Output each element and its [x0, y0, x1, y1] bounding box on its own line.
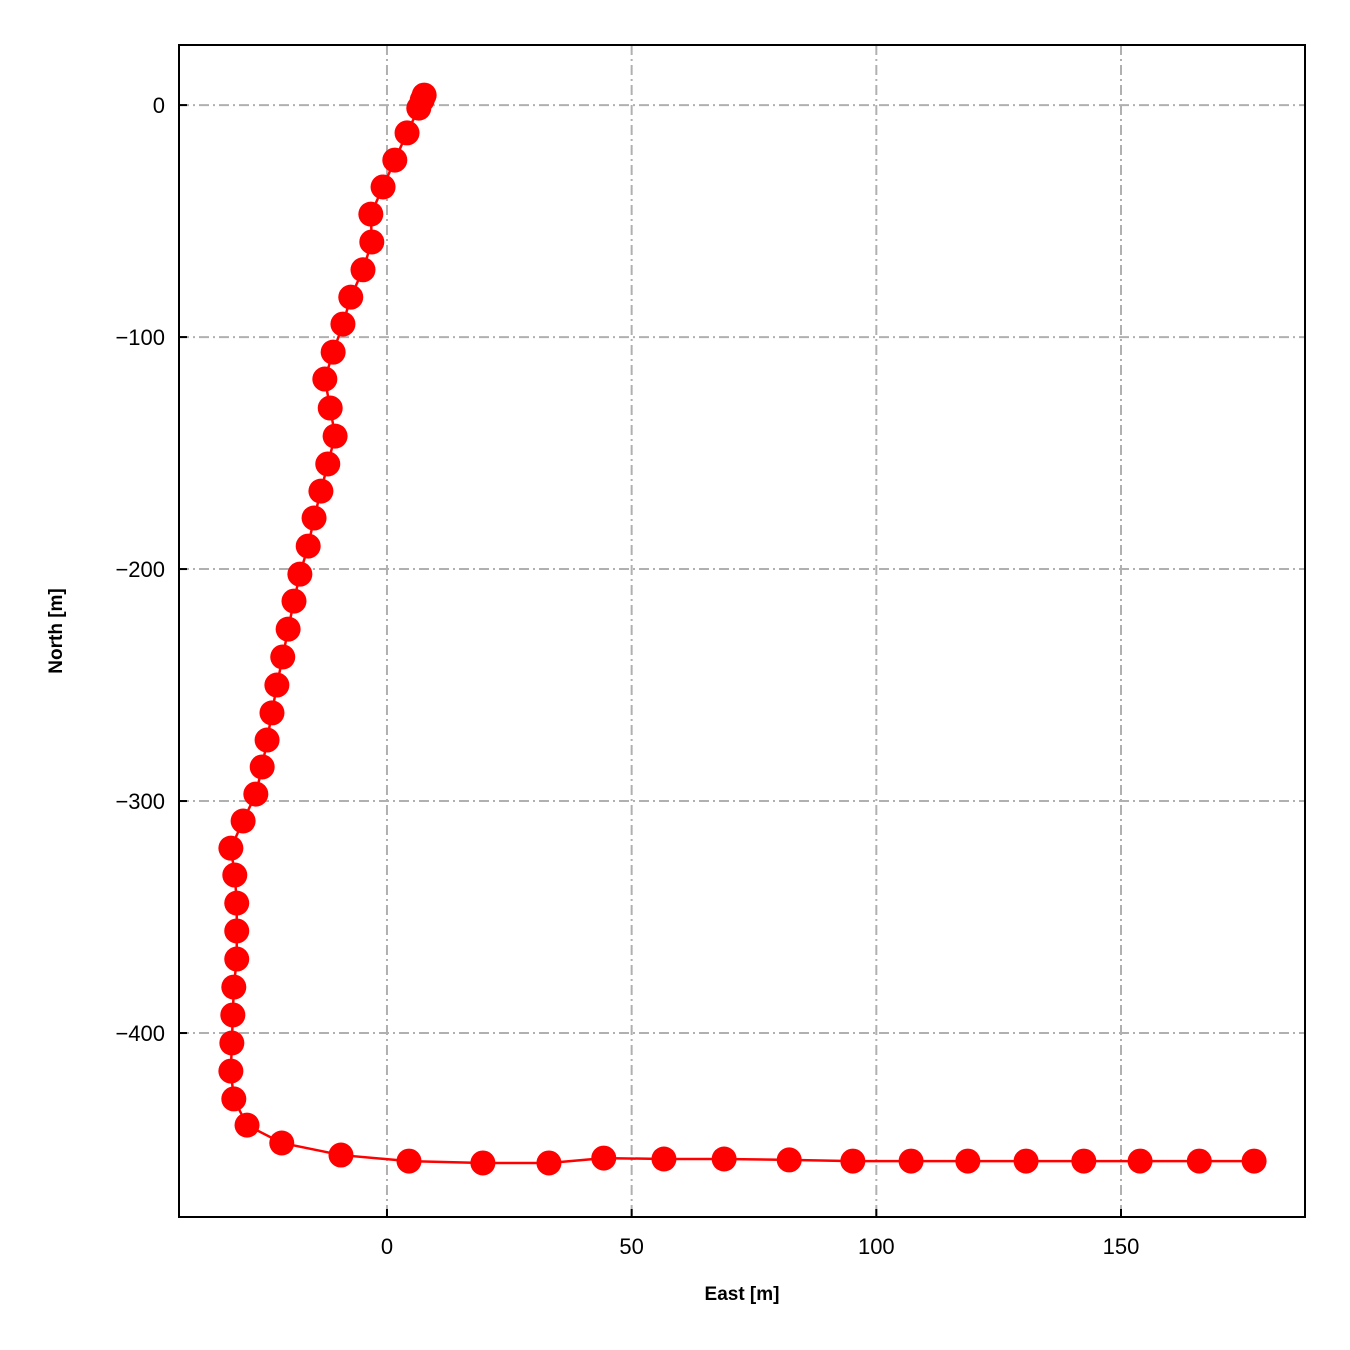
data-point	[219, 1030, 245, 1056]
data-point	[222, 862, 248, 888]
x-tick-label: 50	[619, 1234, 643, 1259]
data-point	[328, 1142, 354, 1168]
y-tick-label: −400	[115, 1021, 165, 1046]
y-tick-label: −200	[115, 557, 165, 582]
data-point	[315, 451, 341, 477]
data-point	[224, 946, 250, 972]
x-tick-label: 100	[858, 1234, 895, 1259]
data-point	[840, 1148, 866, 1174]
x-axis-label: East [m]	[705, 1284, 780, 1305]
data-point	[220, 1002, 246, 1028]
data-point	[301, 505, 327, 531]
data-point	[249, 754, 275, 780]
y-tick-label: −100	[115, 325, 165, 350]
data-point	[1186, 1148, 1212, 1174]
series-trajectory	[218, 82, 1267, 1176]
data-point	[221, 1086, 247, 1112]
data-point	[308, 478, 334, 504]
data-point	[234, 1112, 260, 1138]
data-point	[406, 95, 432, 121]
data-point	[312, 366, 338, 392]
data-point	[317, 395, 343, 421]
data-point	[359, 229, 385, 255]
data-point	[330, 311, 356, 337]
data-point	[287, 561, 313, 587]
data-point	[270, 644, 296, 670]
data-point	[230, 808, 256, 834]
data-point	[396, 1148, 422, 1174]
data-point	[394, 120, 420, 146]
data-point	[382, 147, 408, 173]
data-point	[218, 835, 244, 861]
data-point	[269, 1130, 295, 1156]
y-axis-label: North [m]	[46, 588, 67, 673]
series-line	[229, 94, 1255, 1165]
data-point	[711, 1146, 737, 1172]
x-tick-label: 150	[1103, 1234, 1140, 1259]
data-point	[338, 284, 364, 310]
data-point	[275, 616, 301, 642]
data-point	[591, 1145, 617, 1171]
x-axis: 0 50 100 150	[381, 1209, 1140, 1259]
data-point	[350, 257, 376, 283]
data-point	[1127, 1148, 1153, 1174]
data-point	[259, 700, 285, 726]
data-point	[218, 1058, 244, 1084]
data-point	[776, 1147, 802, 1173]
data-point	[281, 588, 307, 614]
y-tick-label: −300	[115, 789, 165, 814]
data-point	[470, 1150, 496, 1176]
grid	[179, 45, 1305, 1217]
data-point	[221, 974, 247, 1000]
plot-frame	[178, 44, 1306, 1218]
data-point	[322, 423, 348, 449]
data-point	[1241, 1148, 1267, 1174]
data-point	[224, 918, 250, 944]
data-point	[898, 1148, 924, 1174]
data-point	[536, 1150, 562, 1176]
data-point	[264, 672, 290, 698]
data-point	[243, 781, 269, 807]
data-point	[651, 1146, 677, 1172]
data-point	[370, 174, 396, 200]
data-point	[1013, 1148, 1039, 1174]
y-tick-label: 0	[153, 93, 165, 118]
x-tick-label: 0	[381, 1234, 393, 1259]
data-point	[224, 890, 250, 916]
data-point	[1071, 1148, 1097, 1174]
y-axis: 0 −100 −200 −300 −400	[115, 93, 187, 1046]
data-point	[320, 339, 346, 365]
data-point	[358, 201, 384, 227]
data-point	[254, 727, 280, 753]
data-point	[295, 533, 321, 559]
data-point	[955, 1148, 981, 1174]
